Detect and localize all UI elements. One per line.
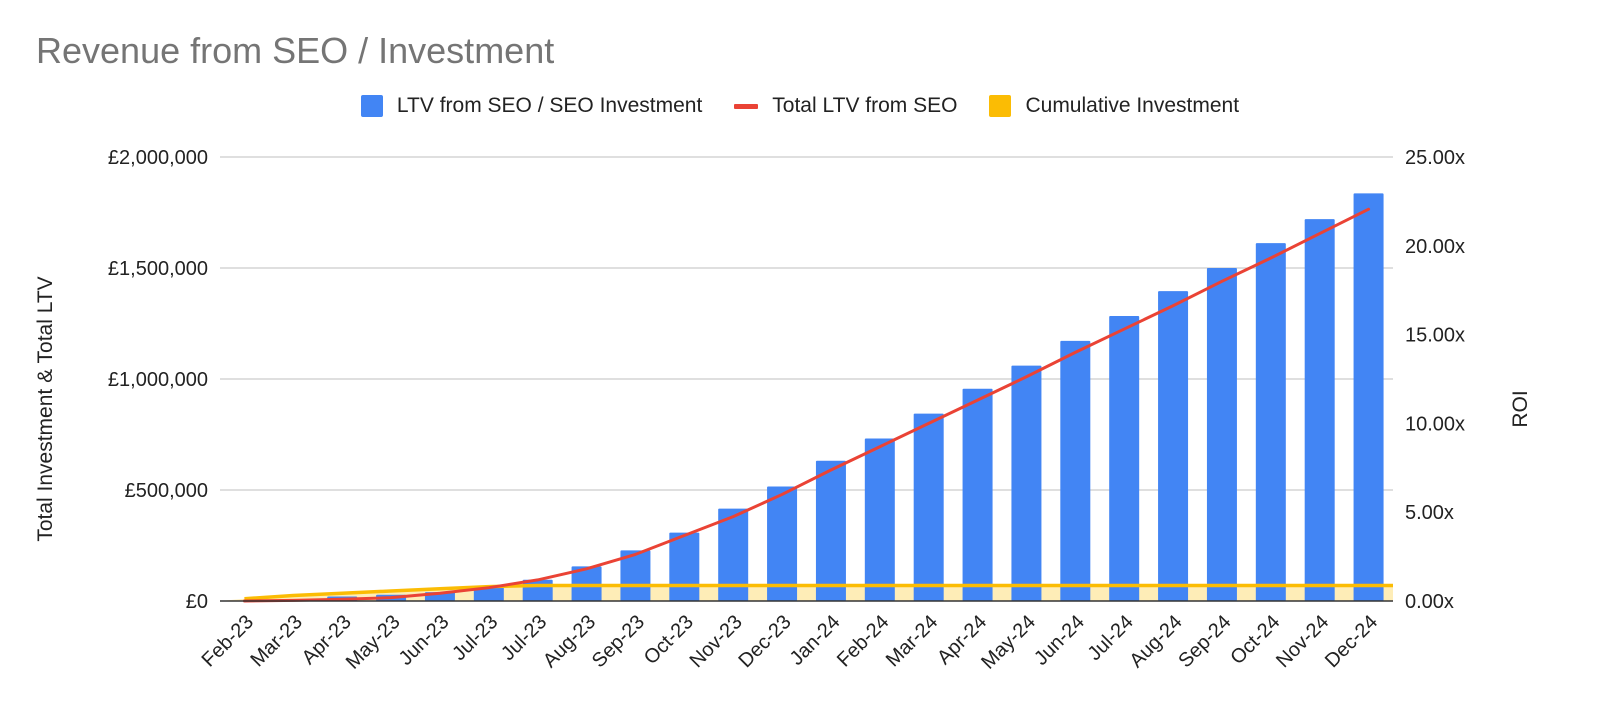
roi-bar [1207, 268, 1237, 601]
roi-bar [914, 414, 944, 601]
roi-bar [1256, 243, 1286, 601]
roi-bar [1158, 291, 1188, 601]
y-left-tick-label: £500,000 [125, 480, 208, 502]
roi-bar [1060, 341, 1090, 601]
y-left-axis-label: Total Investment & Total LTV [34, 276, 57, 541]
x-tick-label: Aug-23 [539, 611, 600, 672]
roi-bar [1354, 193, 1384, 601]
y-right-tick-label: 10.00x [1405, 413, 1465, 435]
x-tick-label: Sep-24 [1174, 611, 1235, 672]
x-tick-label: Nov-24 [1272, 611, 1333, 672]
x-tick-label: Feb-24 [833, 611, 893, 671]
x-tick-label: Jun-24 [1030, 611, 1089, 670]
y-right-tick-label: 5.00x [1405, 502, 1454, 524]
y-right-tick-label: 15.00x [1405, 325, 1465, 347]
roi-bar [1305, 219, 1335, 601]
x-tick-label: Jun-23 [395, 611, 454, 670]
roi-bar [669, 533, 699, 601]
y-right-tick-label: 25.00x [1405, 147, 1465, 169]
x-tick-label: Feb-23 [198, 611, 258, 671]
x-tick-label: May-24 [977, 611, 1040, 674]
y-right-tick-label: 20.00x [1405, 236, 1465, 258]
x-tick-label: Jul-23 [448, 611, 502, 665]
roi-bar [1011, 366, 1041, 601]
chart-canvas: £0 £500,000 £1,000,000 £1,500,000 £2,000,000… [0, 0, 1600, 725]
x-tick-label: Dec-24 [1321, 611, 1382, 672]
roi-bar [1109, 316, 1139, 601]
roi-bar [865, 438, 895, 601]
y-left-tick-label: £1,500,000 [108, 258, 208, 280]
y-left-tick-label: £2,000,000 [108, 147, 208, 169]
x-tick-label: Aug-24 [1125, 611, 1186, 672]
roi-bar [963, 389, 993, 601]
x-tick-label: Mar-24 [882, 611, 942, 671]
x-tick-label: May-23 [342, 611, 405, 674]
x-tick-label: Sep-23 [588, 611, 649, 672]
x-tick-label: Dec-23 [734, 611, 795, 672]
y-right-axis-label: ROI [1509, 390, 1532, 427]
roi-bar [816, 461, 846, 601]
y-left-tick-label: £0 [186, 591, 208, 613]
y-left-tick-label: £1,000,000 [108, 369, 208, 391]
x-tick-label: Mar-23 [246, 611, 306, 671]
y-right-tick-label: 0.00x [1405, 591, 1454, 613]
x-tick-label: Nov-23 [686, 611, 747, 672]
x-tick-label: Jan-24 [786, 611, 845, 670]
